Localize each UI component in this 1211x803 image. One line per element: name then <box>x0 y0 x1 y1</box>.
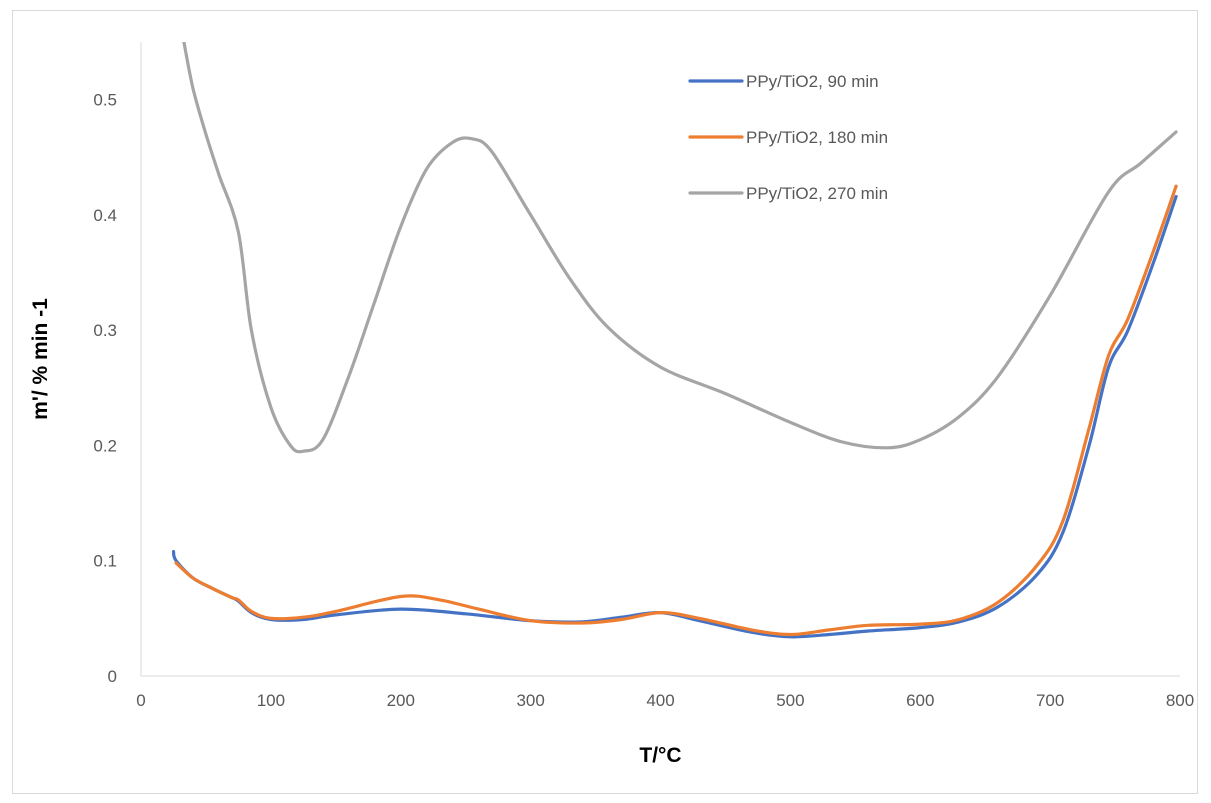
y-tick-label: 0.4 <box>93 206 117 225</box>
series-line-3 <box>182 42 1178 454</box>
legend-label: PPy/TiO2, 270 min <box>746 184 888 203</box>
x-tick-label: 700 <box>1036 691 1064 710</box>
y-tick-label: 0.5 <box>93 91 117 110</box>
x-axis-title: T/°C <box>639 744 681 767</box>
series-line-1 <box>171 194 1178 639</box>
x-tick-label: 600 <box>906 691 934 710</box>
x-tick-label: 500 <box>776 691 804 710</box>
y-axis: 0 0.1 0.2 0.3 0.4 0.5 <box>93 42 142 686</box>
legend-label: PPy/TiO2, 90 min <box>746 72 879 91</box>
series-layer <box>171 42 1178 639</box>
legend-label: PPy/TiO2, 180 min <box>746 128 888 147</box>
legend: PPy/TiO2, 90 min PPy/TiO2, 180 min PPy/TiO… <box>688 72 888 203</box>
x-tick-label: 800 <box>1166 691 1194 710</box>
y-axis-title: m'/ % min -1 <box>29 298 52 420</box>
y-tick-label: 0.1 <box>93 552 117 571</box>
y-tick-label: 0.3 <box>93 321 117 340</box>
x-tick-label: 100 <box>257 691 285 710</box>
x-tick-label: 200 <box>387 691 415 710</box>
y-tick-label: 0 <box>108 667 117 686</box>
x-axis: 0 100 200 300 400 500 600 700 800 <box>136 675 1194 710</box>
x-tick-label: 300 <box>516 691 544 710</box>
x-tick-label: 400 <box>646 691 674 710</box>
y-tick-label: 0.2 <box>93 436 117 455</box>
x-tick-label: 0 <box>136 691 145 710</box>
chart-frame <box>12 10 1198 794</box>
series-line-2 <box>174 184 1178 637</box>
